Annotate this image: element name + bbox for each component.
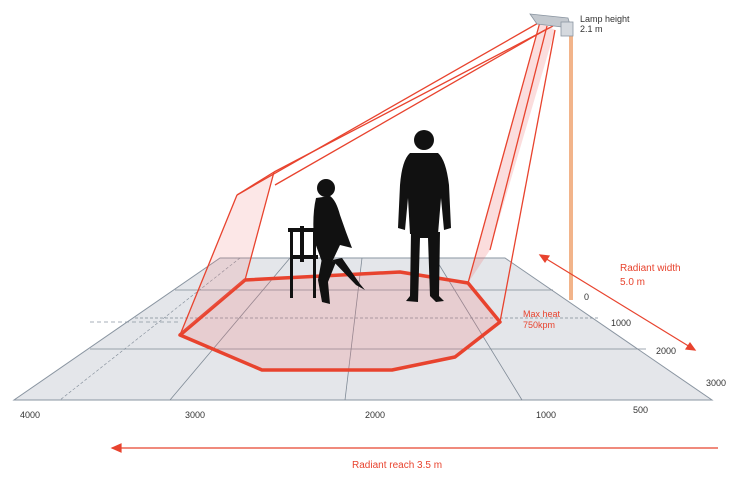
- max-heat-label: Max heat 750kpm: [523, 309, 560, 331]
- radiant-width-line2: 5.0 m: [620, 277, 646, 288]
- radiant-width-label: Radiant width 5.0 m: [620, 262, 681, 290]
- depth-tick-label: 2000: [656, 346, 677, 356]
- x-tick-label: 4000: [20, 410, 41, 420]
- heat-zone-octagon: [178, 270, 502, 372]
- heater-lamp: [529, 13, 574, 300]
- radiant-width-line1: Radiant width: [620, 263, 681, 274]
- x-tick-label: 500: [633, 405, 649, 415]
- radiant-beam: [179, 21, 556, 336]
- max-heat-line1: Max heat: [523, 309, 561, 319]
- x-tick-label: 1000: [536, 410, 557, 420]
- x-tick-label: 3000: [185, 410, 206, 420]
- lamp-height-label: Lamp height 2.1 m: [580, 14, 630, 34]
- lamp-height-line2: 2.1 m: [580, 24, 603, 34]
- radiant-reach-label: Radiant reach 3.5 m: [352, 460, 443, 471]
- standing-person-silhouette: [398, 130, 451, 302]
- lamp-height-line1: Lamp height: [580, 14, 630, 24]
- radiant-width-arrow: [538, 254, 697, 351]
- x-tick-label: 2000: [365, 410, 386, 420]
- floor-grid: [12, 257, 714, 401]
- max-heat-line2: 750kpm: [523, 320, 556, 330]
- seated-person-silhouette: [288, 179, 365, 304]
- depth-tick-label: 1000: [611, 318, 632, 328]
- depth-tick-label: 3000: [706, 378, 727, 388]
- depth-tick-label: 0: [584, 292, 590, 302]
- radiant-reach-arrow: [110, 443, 718, 453]
